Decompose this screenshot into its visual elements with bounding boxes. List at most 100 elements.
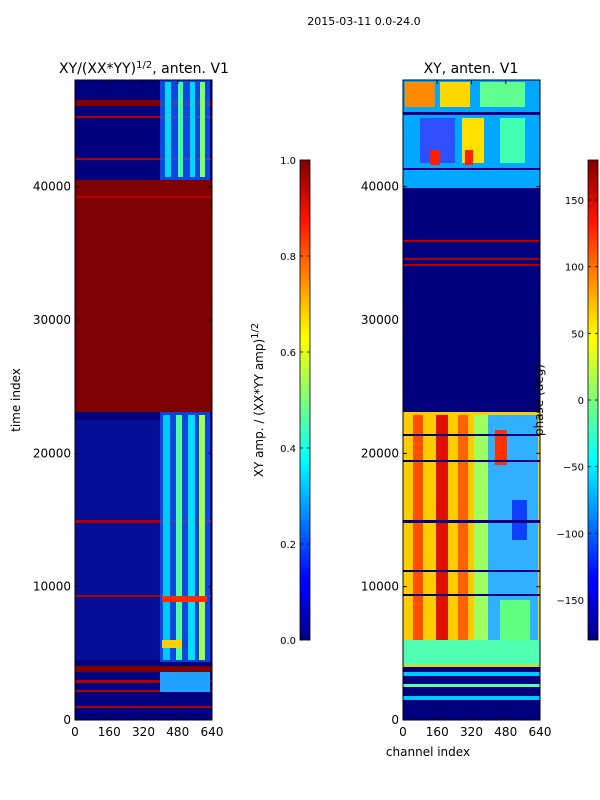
amplitude-x-axis: 0 160 320 480 640 (71, 80, 223, 739)
colorbar-tick-label: 150 (565, 196, 584, 207)
amplitude-colorbar-label-main: XY amp. / (XX*YY amp) (252, 339, 266, 477)
x-tick-label: 320 (132, 725, 155, 739)
colorbar-tick-label: 0.6 (280, 348, 296, 359)
y-tick-label: 20000 (361, 446, 399, 460)
phase-region (405, 82, 435, 107)
amp-structure (200, 82, 205, 177)
phase-region (465, 150, 473, 165)
colorbar-tick-label: 0.0 (280, 636, 296, 647)
phase-region (480, 82, 525, 107)
y-tick-label: 30000 (33, 313, 71, 327)
colorbar-tick-label: 50 (571, 329, 584, 340)
x-tick-label: 480 (166, 725, 189, 739)
phase-gap (403, 520, 540, 523)
phase-region (495, 430, 507, 465)
amp-structure (165, 82, 171, 177)
y-tick-label: 20000 (33, 446, 71, 460)
amplitude-chart-title-exponent: 1/2 (136, 60, 152, 71)
phase-colorbar-ticks: −150 −100 −50 0 50 100 150 (557, 196, 598, 607)
x-tick-label: 0 (399, 725, 407, 739)
amplitude-colorbar-label-exponent: 1/2 (250, 323, 261, 339)
x-tick-label: 160 (98, 725, 121, 739)
phase-x-axis: 0 160 320 480 640 (399, 80, 551, 739)
phase-region (403, 684, 540, 687)
x-tick-label: 0 (71, 725, 79, 739)
phase-gap (403, 460, 540, 462)
colorbar-tick-label: 0 (578, 396, 584, 407)
amplitude-ratio-chart: XY/(XX*YY)1/2, anten. V1 (9, 60, 311, 739)
phase-y-axis: 0 10000 20000 30000 40000 (361, 180, 540, 727)
colorbar-tick-label: −150 (557, 596, 584, 607)
phase-region (458, 415, 468, 665)
amplitude-colorbar-ticks: 0.0 0.2 0.4 0.6 0.8 1.0 (280, 156, 310, 647)
amplitude-colorbar (299, 159, 311, 641)
amp-structure (199, 415, 205, 660)
colorbar-tick-label: 0.2 (280, 540, 296, 551)
colorbar-tick-label: 1.0 (280, 156, 296, 167)
colorbar-tick-label: −50 (563, 463, 584, 474)
phase-colorbar-label: phase (deg) (532, 364, 546, 436)
amplitude-chart-title: XY/(XX*YY)1/2, anten. V1 (59, 60, 229, 77)
y-tick-label: 40000 (33, 180, 71, 194)
phase-region (474, 415, 488, 665)
amp-structure (178, 82, 183, 177)
amp-band (75, 706, 212, 708)
x-tick-label: 160 (426, 725, 449, 739)
phase-region (440, 82, 470, 107)
phase-band (403, 264, 540, 266)
phase-gap (403, 434, 540, 436)
phase-region (413, 415, 423, 665)
y-tick-label: 0 (63, 713, 71, 727)
y-tick-label: 10000 (361, 580, 399, 594)
amplitude-y-axis-label: time index (9, 368, 23, 432)
phase-region (430, 150, 440, 165)
phase-chart: XY, anten. V1 (361, 61, 599, 759)
phase-region (403, 640, 540, 665)
phase-gap (403, 168, 540, 170)
amp-hotspot (162, 596, 207, 602)
amp-saturated-block (75, 180, 212, 412)
colorbar-tick-label: 0.4 (280, 444, 296, 455)
amplitude-chart-title-suffix: , anten. V1 (152, 61, 229, 77)
amplitude-colorbar-label: XY amp. / (XX*YY amp)1/2 (250, 323, 266, 478)
amp-band (75, 520, 212, 523)
phase-region (500, 118, 525, 163)
x-tick-label: 640 (529, 725, 552, 739)
x-tick-label: 320 (460, 725, 483, 739)
amp-band (75, 666, 212, 672)
phase-region (403, 696, 540, 700)
amp-structure (190, 82, 195, 177)
colorbar-tick-label: −100 (557, 529, 584, 540)
phase-gap (403, 570, 540, 572)
amp-band (75, 196, 212, 198)
phase-x-axis-label: channel index (386, 745, 470, 759)
amp-band (75, 158, 212, 160)
figure-title: 2015-03-11 0.0-24.0 (307, 15, 420, 28)
colorbar-tick-label: 100 (565, 263, 584, 274)
amplitude-y-axis: 0 10000 20000 30000 40000 (33, 180, 212, 727)
amp-structure (160, 672, 210, 692)
amplitude-chart-title-main: XY/(XX*YY) (59, 61, 136, 77)
phase-band (403, 258, 540, 260)
amp-band (75, 116, 212, 118)
x-tick-label: 480 (494, 725, 517, 739)
phase-region (436, 415, 448, 665)
amp-band (75, 100, 212, 106)
colorbar-tick-label: 0.8 (280, 252, 296, 263)
phase-chart-title: XY, anten. V1 (424, 61, 519, 77)
amp-hotspot (162, 640, 182, 648)
phase-band (403, 240, 540, 242)
amp-band (75, 680, 212, 683)
amp-band (75, 690, 212, 692)
phase-gap (403, 594, 540, 596)
y-tick-label: 30000 (361, 313, 399, 327)
phase-gap (403, 112, 540, 115)
amp-structure (163, 415, 170, 660)
amp-band (75, 595, 212, 597)
amp-structure (188, 415, 195, 660)
amp-structure (176, 415, 182, 660)
x-tick-label: 640 (201, 725, 224, 739)
y-tick-label: 10000 (33, 580, 71, 594)
y-tick-label: 40000 (361, 180, 399, 194)
